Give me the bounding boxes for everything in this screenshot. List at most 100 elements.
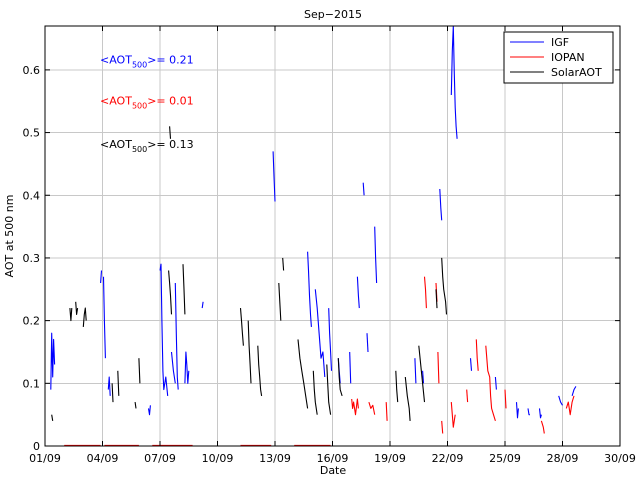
series-line-igf <box>538 408 542 419</box>
series-line-solaraot <box>297 339 309 409</box>
series-line-solaraot <box>257 345 263 396</box>
series-line-igf <box>356 276 360 309</box>
series-line-igf <box>571 386 577 397</box>
series-line-igf <box>328 308 333 371</box>
series-line-igf <box>314 289 326 378</box>
legend-label-igf: IGF <box>551 36 569 49</box>
series-line-iopan <box>368 401 376 415</box>
series-line-solaraot <box>418 345 426 403</box>
x-tick-label: 07/09 <box>144 452 176 465</box>
series-line-igf <box>102 276 106 359</box>
y-tick-label: 0.1 <box>23 377 41 390</box>
series-line-solaraot <box>169 126 172 139</box>
series-line-solaraot <box>395 370 399 403</box>
y-tick-label: 0.6 <box>23 64 41 77</box>
series-line-solaraot <box>69 308 73 322</box>
chart-title: Sep−2015 <box>304 8 362 21</box>
series-line-solaraot <box>435 289 438 309</box>
series-line-iopan <box>475 339 479 371</box>
series-line-igf <box>558 395 563 406</box>
mean-aot-annotation: <AOT500>= 0.01 <box>100 94 194 110</box>
series-line-solaraot <box>312 370 318 415</box>
series-line-solaraot <box>75 301 79 315</box>
x-tick-label: 10/09 <box>202 452 234 465</box>
series-line-iopan <box>466 389 469 403</box>
series-line-igf <box>362 182 365 196</box>
series-line-solaraot <box>182 264 186 315</box>
x-axis-title: Date <box>320 464 347 477</box>
axis-ticks <box>44 26 621 447</box>
series-solaraot <box>51 126 448 421</box>
series-line-solaraot <box>326 364 332 415</box>
x-tick-label: 22/09 <box>432 452 464 465</box>
x-tick-label: 19/09 <box>374 452 406 465</box>
series-line-solaraot <box>138 358 141 384</box>
series-line-igf <box>307 251 312 327</box>
series-line-solaraot <box>282 257 285 271</box>
legend: IGF IOPAN SolarAOT <box>503 31 614 84</box>
series-line-igf <box>450 25 458 139</box>
series-line-igf <box>100 270 103 284</box>
series-line-iopan <box>565 395 575 416</box>
series-line-solaraot <box>247 320 252 384</box>
tick-labels: 01/09 04/09 07/09 10/09 13/09 16/09 19/09 22/09… <box>23 64 636 465</box>
series-line-solaraot <box>239 308 244 346</box>
series-line-igf <box>439 188 443 221</box>
series-line-iopan <box>450 402 456 428</box>
x-tick-label: 04/09 <box>87 452 119 465</box>
series-line-igf <box>349 351 352 384</box>
series-iopan <box>64 276 575 446</box>
series-line-iopan <box>351 398 359 416</box>
series-line-igf <box>107 376 111 396</box>
series-line-igf <box>170 351 176 384</box>
legend-label-solaraot: SolarAOT <box>551 66 602 79</box>
series-line-solaraot <box>82 307 87 327</box>
legend-label-iopan: IOPAN <box>551 51 585 64</box>
series-line-igf <box>201 301 204 309</box>
series-line-solaraot <box>404 376 411 421</box>
series-line-iopan <box>385 402 388 421</box>
series-line-solaraot <box>117 370 120 396</box>
series-line-igf <box>272 151 276 202</box>
series-line-igf <box>515 402 519 419</box>
series-line-igf <box>422 370 425 384</box>
x-tick-label: 16/09 <box>317 452 349 465</box>
series-line-igf <box>366 333 369 353</box>
y-tick-label: 0.2 <box>23 315 41 328</box>
y-axis-title: AOT at 500 nm <box>3 195 16 278</box>
x-tick-label: 01/09 <box>29 452 61 465</box>
series-line-solaraot <box>278 282 282 321</box>
series-line-iopan <box>441 420 444 434</box>
series-line-solaraot <box>134 402 137 409</box>
series-line-igf <box>374 226 378 284</box>
y-tick-label: 0.5 <box>23 127 41 140</box>
data-series <box>50 25 577 446</box>
series-line-solaraot <box>51 414 54 421</box>
series-line-igf <box>494 376 497 390</box>
y-tick-label: 0.4 <box>23 189 41 202</box>
series-line-iopan <box>504 389 507 409</box>
series-line-solaraot <box>441 257 448 315</box>
series-line-iopan <box>540 420 545 434</box>
series-line-solaraot <box>111 383 114 403</box>
series-line-igf <box>414 358 417 384</box>
series-line-igf <box>184 351 190 384</box>
series-line-iopan <box>485 345 496 422</box>
mean-aot-annotation: <AOT500>= 0.21 <box>100 54 194 70</box>
series-line-igf <box>147 405 151 416</box>
mean-aot-annotations: <AOT500>= 0.21 <AOT500>= 0.01 <AOT500>= 0.… <box>100 54 194 155</box>
x-tick-label: 25/09 <box>489 452 521 465</box>
series-line-iopan <box>423 276 427 309</box>
mean-aot-annotation: <AOT500>= 0.13 <box>100 138 194 154</box>
series-line-solaraot <box>337 358 343 397</box>
series-line-igf <box>469 358 473 371</box>
x-tick-label: 30/09 <box>604 452 636 465</box>
x-tick-label: 28/09 <box>547 452 579 465</box>
y-tick-label: 0 <box>33 440 40 453</box>
series-line-igf <box>159 263 169 396</box>
series-line-igf <box>527 408 530 416</box>
series-line-igf <box>50 332 56 390</box>
x-tick-label: 13/09 <box>259 452 291 465</box>
series-line-iopan <box>437 351 440 384</box>
